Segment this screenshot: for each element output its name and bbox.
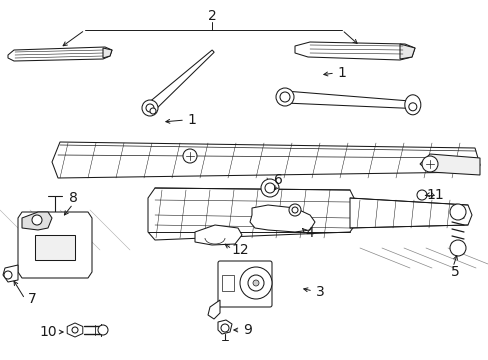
Circle shape (416, 190, 426, 200)
Polygon shape (195, 225, 242, 245)
Circle shape (146, 104, 154, 112)
Text: 8: 8 (68, 191, 77, 205)
Circle shape (142, 100, 158, 116)
Ellipse shape (247, 275, 264, 291)
Polygon shape (284, 91, 414, 109)
Text: 3: 3 (315, 285, 324, 299)
Polygon shape (294, 42, 414, 60)
Polygon shape (22, 212, 52, 230)
Text: 9: 9 (243, 323, 252, 337)
Text: 1: 1 (187, 113, 196, 127)
Ellipse shape (252, 280, 259, 286)
Circle shape (264, 183, 274, 193)
Polygon shape (218, 320, 231, 334)
Circle shape (150, 108, 156, 114)
Circle shape (449, 204, 465, 220)
Circle shape (275, 88, 293, 106)
Circle shape (221, 324, 228, 332)
Polygon shape (419, 154, 479, 175)
Polygon shape (35, 235, 75, 260)
Circle shape (288, 204, 301, 216)
Text: 2: 2 (207, 9, 216, 23)
Polygon shape (3, 265, 18, 282)
Text: 6: 6 (273, 173, 282, 187)
Circle shape (261, 179, 279, 197)
Circle shape (98, 325, 108, 335)
Text: 5: 5 (450, 265, 458, 279)
Text: 10: 10 (39, 325, 57, 339)
Polygon shape (207, 300, 220, 319)
FancyBboxPatch shape (218, 261, 271, 307)
Text: 11: 11 (425, 188, 443, 202)
Circle shape (72, 327, 78, 333)
Text: 12: 12 (231, 243, 248, 257)
Circle shape (408, 103, 416, 111)
Polygon shape (67, 323, 82, 337)
Polygon shape (52, 142, 479, 178)
Ellipse shape (240, 267, 271, 299)
Text: 1: 1 (337, 66, 346, 80)
Ellipse shape (404, 95, 420, 115)
Polygon shape (148, 188, 354, 240)
Polygon shape (18, 212, 92, 278)
Polygon shape (399, 44, 414, 59)
Circle shape (291, 207, 297, 213)
Polygon shape (103, 48, 112, 58)
Text: 4: 4 (305, 226, 314, 240)
Circle shape (4, 271, 12, 279)
Text: 7: 7 (27, 292, 36, 306)
Circle shape (280, 92, 289, 102)
Polygon shape (249, 205, 314, 232)
Circle shape (32, 215, 42, 225)
Circle shape (421, 156, 437, 172)
Circle shape (449, 240, 465, 256)
Polygon shape (349, 198, 471, 228)
Circle shape (183, 149, 197, 163)
Polygon shape (146, 50, 214, 112)
FancyBboxPatch shape (222, 275, 234, 291)
Polygon shape (8, 47, 112, 61)
